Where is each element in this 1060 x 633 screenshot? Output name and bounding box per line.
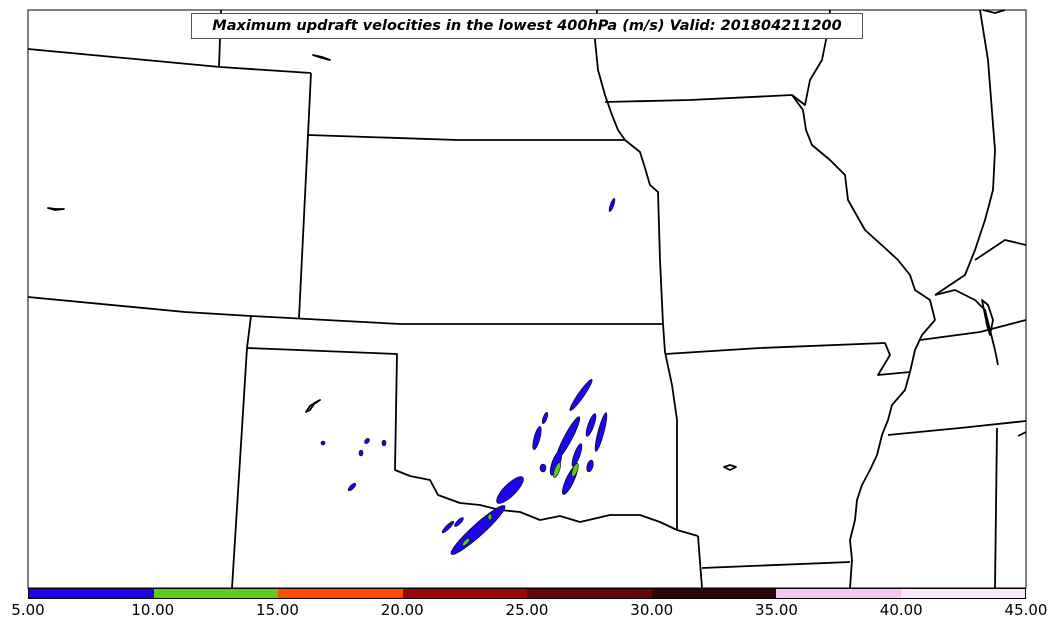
colorbar-segment: [278, 589, 403, 598]
border-mississippi: [802, 109, 936, 589]
border-ohio-river: [934, 289, 999, 366]
colorbar-tick-label: 5.00: [11, 601, 45, 619]
updraft-cell: [594, 412, 608, 452]
colorbar-segment: [776, 589, 901, 598]
colorbar-tick-label: 10.00: [131, 601, 175, 619]
updraft-cell: [454, 517, 464, 527]
border-mo-river: [594, 9, 626, 141]
updraft-cell: [569, 379, 593, 411]
border-wy-co: [27, 296, 252, 317]
lake-4: [723, 464, 737, 471]
border-panhandle: [246, 347, 699, 537]
border-ms-al: [994, 427, 998, 589]
colorbar-segment: [153, 589, 278, 598]
map-title: Maximum updraft velocities in the lowest…: [191, 13, 863, 39]
border-ne-ks: [307, 134, 625, 141]
border-mo-ar: [664, 342, 911, 376]
border-ks-ok: [250, 315, 663, 325]
colorbar-segment: [651, 589, 776, 598]
colorbar-tick-label: 15.00: [256, 601, 299, 619]
updraft-cell: [571, 463, 579, 477]
updraft-cell: [358, 449, 364, 457]
updraft-cell: [461, 537, 471, 547]
colorbar-tick-label: 20.00: [380, 601, 424, 619]
border-ky-tn: [919, 319, 1027, 341]
border-ia-mo: [604, 94, 804, 111]
updraft-cell: [608, 198, 616, 212]
colorbar: [28, 588, 1026, 599]
updraft-contours: [320, 198, 616, 555]
border-top-right: [982, 9, 1006, 14]
colorbar-tick-label: 35.00: [755, 601, 798, 619]
updraft-cell: [320, 440, 326, 446]
lake-3: [305, 399, 321, 413]
updraft-cell: [541, 412, 549, 424]
colorbar-tick-label: 30.00: [630, 601, 674, 619]
updraft-cell: [347, 482, 357, 492]
border-tn-ms: [887, 420, 1027, 436]
border-ks-mo: [624, 139, 664, 325]
colorbar-segment: [527, 589, 652, 598]
state-borders: [27, 9, 1027, 589]
colorbar-segment: [900, 589, 1025, 598]
colorbar-tick-label: 45.00: [1004, 601, 1048, 619]
updraft-cell: [381, 439, 387, 447]
border-ar-tx: [697, 535, 703, 589]
updraft-cell: [487, 513, 493, 521]
updraft-cell: [586, 459, 594, 473]
updraft-cell: [539, 463, 547, 473]
map-frame: [27, 9, 1027, 589]
updraft-cell: [571, 443, 583, 467]
lake-5: [981, 299, 994, 336]
border-ar-la: [701, 561, 851, 569]
updraft-cell: [532, 426, 542, 450]
border-il-in: [934, 9, 996, 296]
updraft-cell: [364, 438, 370, 444]
colorbar-segment: [29, 589, 154, 598]
border-ky-east: [974, 239, 1027, 261]
border-ne-corner: [1017, 431, 1027, 437]
updraft-cell: [496, 476, 524, 504]
colorbar-tick-label: 40.00: [879, 601, 923, 619]
updraft-cell: [553, 462, 561, 478]
border-ok-ar: [662, 323, 678, 530]
colorbar-tick-label: 25.00: [505, 601, 549, 619]
colorbar-segment: [402, 589, 527, 598]
border-wy-ne: [27, 48, 312, 74]
lake-1: [312, 54, 331, 61]
updraft-cell: [441, 520, 455, 534]
lake-2: [47, 207, 65, 211]
updraft-cell: [585, 413, 597, 437]
